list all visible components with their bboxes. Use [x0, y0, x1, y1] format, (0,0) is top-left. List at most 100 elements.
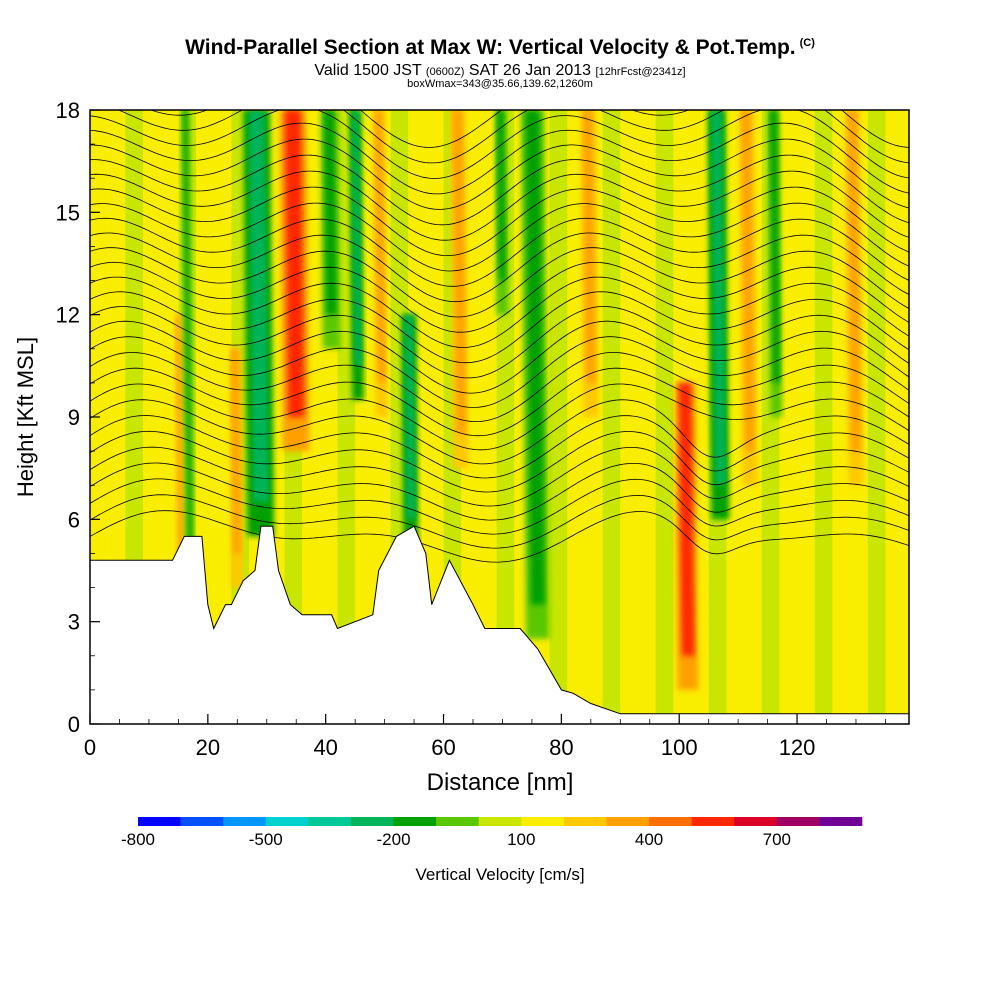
x-axis-label: Distance [nm] — [427, 769, 574, 796]
isentrope-line — [90, 430, 909, 493]
forecast-info: [12hrFcst@2341z] — [595, 66, 686, 78]
isentrope-line — [90, 367, 909, 437]
x-tick-label: 80 — [549, 735, 573, 760]
isentrope-line — [90, 446, 909, 507]
isentrope-line — [90, 110, 909, 179]
y-tick-label: 15 — [56, 200, 80, 225]
y-tick-label: 3 — [68, 610, 80, 635]
terrain — [90, 525, 909, 724]
colorbar-bin — [350, 817, 394, 826]
y-tick-label: 18 — [56, 98, 80, 123]
x-tick-label: 100 — [661, 735, 698, 760]
isentrope-line — [90, 306, 909, 379]
x-tick-label: 120 — [779, 735, 816, 760]
isentrope-line — [90, 217, 909, 287]
colorbar-label: Vertical Velocity [cm/s] — [415, 865, 584, 884]
colorbar-bin — [819, 817, 863, 826]
velocity-column-core — [183, 110, 193, 554]
field-band — [903, 110, 909, 724]
isentrope-line — [90, 291, 909, 364]
field-band — [797, 110, 816, 724]
valid-date: SAT 26 Jan 2013 — [468, 62, 592, 79]
velocity-column — [228, 348, 244, 588]
velocity-column — [580, 110, 599, 417]
velocity-column — [450, 110, 469, 469]
y-tick-label: 12 — [56, 303, 80, 328]
velocity-column-core — [496, 110, 506, 281]
x-tick-label: 0 — [84, 735, 96, 760]
field-band — [549, 110, 568, 724]
isentrope-line — [90, 510, 909, 563]
isentrope-line — [90, 202, 909, 272]
colorbar-tick-label: -800 — [121, 830, 155, 849]
box-info: boxWmax=343@35.66,139.62,1260m — [407, 78, 593, 90]
x-axis: 0 20 40 60 80 100 120 — [84, 714, 886, 760]
isentrope-line — [90, 399, 909, 465]
velocity-column-core — [769, 110, 780, 383]
isentrope-line — [90, 352, 909, 422]
colorbar-bin — [265, 817, 309, 826]
velocity-column — [320, 110, 341, 349]
isentrope-line — [90, 462, 909, 521]
field-band — [726, 110, 745, 724]
isentrope-line — [90, 186, 909, 256]
chart-subtitle: Valid 1500 JST (0600Z) SAT 26 Jan 2013 [… — [0, 62, 1000, 80]
isentrope-line — [90, 478, 909, 535]
isentrope-line — [90, 170, 909, 241]
velocity-column-core — [583, 110, 596, 383]
copyright-mark: (C) — [799, 37, 815, 49]
colorbar-bin — [478, 817, 522, 826]
valid-utc: (0600Z) — [425, 66, 465, 78]
velocity-column — [174, 314, 185, 605]
isentrope-line — [90, 494, 909, 549]
field-band — [655, 110, 674, 724]
colorbar-bin — [180, 817, 224, 826]
colorbar-bin — [308, 817, 352, 826]
field-band — [213, 110, 232, 724]
colorbar-bin — [223, 817, 267, 826]
isentrope-line — [90, 154, 909, 226]
velocity-column-core — [678, 382, 695, 656]
colorbar-bin — [138, 817, 181, 826]
chart-title: Wind-Parallel Section at Max W: Vertical… — [0, 36, 1000, 60]
isentrope-line — [90, 247, 909, 318]
y-tick-label: 0 — [68, 712, 80, 737]
colorbar-bin — [776, 817, 820, 826]
colorbar-bin — [734, 817, 778, 826]
velocity-column — [279, 110, 310, 452]
velocity-field — [174, 110, 864, 690]
field-band — [779, 110, 798, 724]
isentrope-line — [90, 261, 909, 333]
colorbar: -800 -500 -200 100 400 700 — [121, 817, 863, 849]
velocity-column — [349, 110, 364, 400]
field-band — [637, 110, 657, 724]
colorbar-tick-label: -200 — [377, 830, 411, 849]
chart-title-text: Wind-Parallel Section at Max W: Vertical… — [185, 36, 796, 59]
velocity-column — [767, 110, 783, 417]
isentrope-line — [90, 276, 909, 348]
y-axis: 0 3 6 9 12 15 18 — [56, 98, 100, 737]
isentrope-line — [90, 232, 909, 303]
isentropes — [90, 110, 909, 563]
y-tick-label: 6 — [68, 507, 80, 532]
x-tick-label: 60 — [431, 735, 455, 760]
isentrope-line — [117, 110, 909, 164]
isentrope-line — [90, 383, 909, 451]
velocity-column-core — [525, 110, 545, 605]
velocity-column-core — [351, 110, 362, 366]
velocity-column — [494, 110, 509, 315]
velocity-column-core — [176, 314, 184, 571]
field-band — [478, 110, 498, 724]
terrain-mask — [90, 525, 909, 724]
colorbar-tick-label: 400 — [635, 830, 663, 849]
valid-time: Valid 1500 JST — [314, 62, 422, 79]
y-axis-label: Height [Kft MSL] — [13, 337, 38, 497]
velocity-column-core — [231, 348, 241, 554]
colorbar-bin — [691, 817, 735, 826]
x-tick-label: 20 — [196, 735, 220, 760]
field-band — [567, 110, 586, 724]
colorbar-bin — [606, 817, 650, 826]
velocity-column-core — [741, 110, 755, 452]
velocity-column — [520, 110, 550, 639]
